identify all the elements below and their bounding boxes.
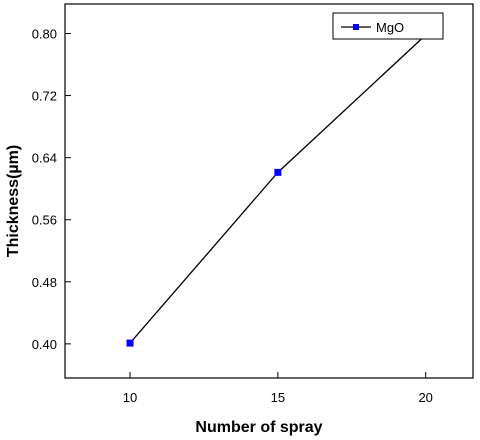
series-layer [126,31,430,347]
x-axis-label: Number of spray [195,419,322,436]
x-tick-label: 10 [123,390,137,405]
y-tick-label: 0.64 [32,151,57,166]
y-tick-label: 0.56 [32,213,57,228]
y-tick-label: 0.48 [32,275,57,290]
legend: MgO [332,12,444,40]
plot-frame [64,3,474,379]
x-tick-label: 20 [418,390,432,405]
data-point [274,168,282,176]
legend-marker [353,24,359,30]
x-axis-ticks: 10 15 20 [123,372,433,405]
y-tick-label: 0.80 [32,26,57,41]
legend-label-mgo: MgO [376,20,404,35]
series-line-mgo [129,34,427,344]
legend-box [332,12,444,40]
y-tick-label: 0.40 [32,337,57,352]
x-tick-label: 15 [271,390,285,405]
data-point [126,339,134,347]
y-axis-ticks: 0.40 0.48 0.56 0.64 0.72 0.80 [32,26,71,352]
y-axis-label: Thickness(µm) [5,145,22,257]
y-tick-label: 0.72 [32,89,57,104]
